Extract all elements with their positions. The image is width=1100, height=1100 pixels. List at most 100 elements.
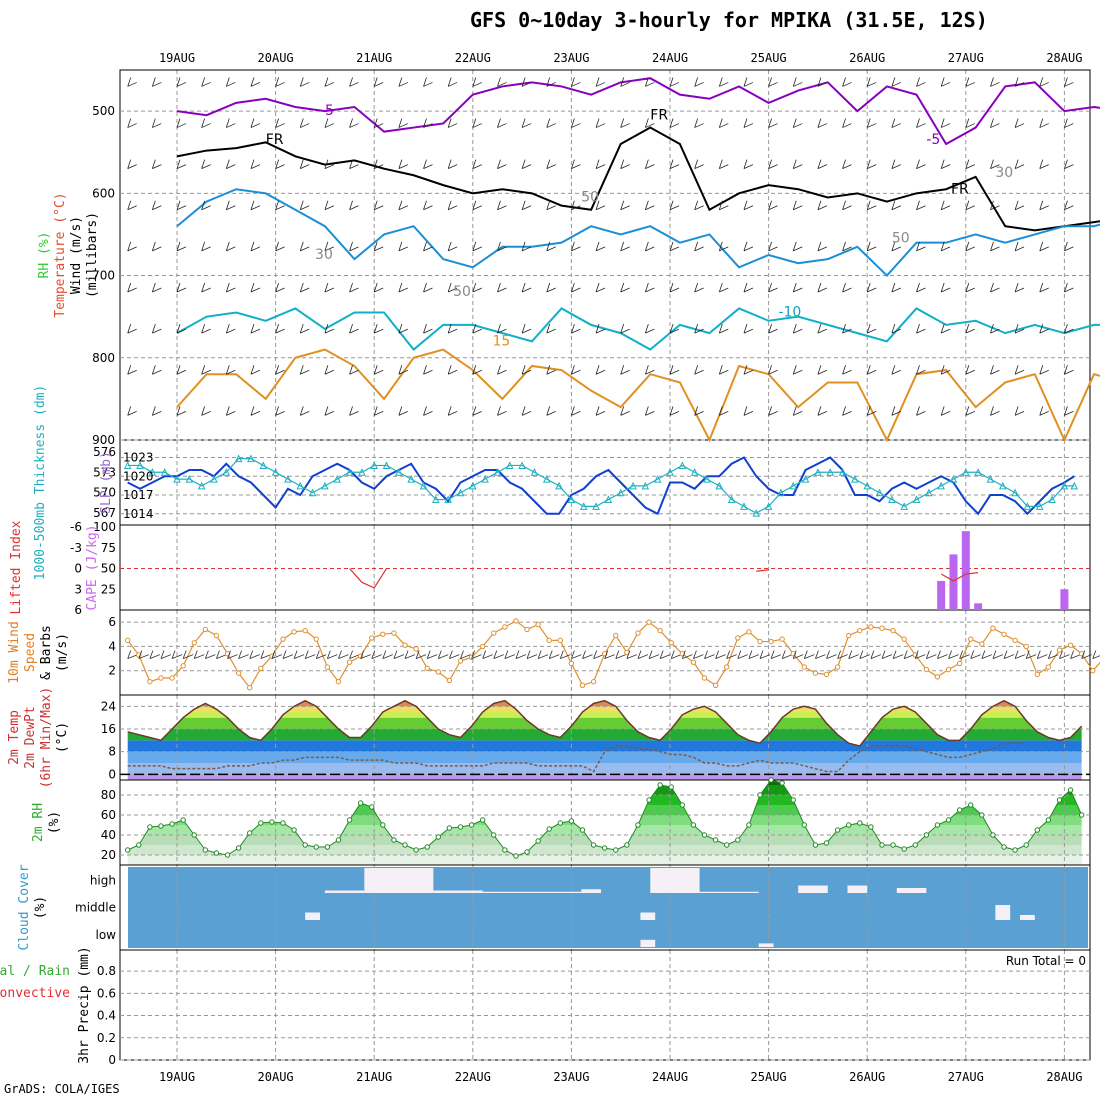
wind-barb [423,406,433,416]
cloud-patch [896,888,927,893]
date-label-top: 22AUG [455,51,491,65]
wind-barb [817,77,828,87]
wind-barb [151,365,162,375]
wind-speed-marker [435,669,441,675]
wind-barb [176,159,187,170]
wind-barb [916,241,926,252]
cape-bar [961,531,970,610]
wind-barb [1064,323,1074,334]
rh-marker [280,820,286,826]
wind-speed-marker [191,640,197,646]
surface-wind-barb [437,650,449,659]
rh-marker [191,832,197,838]
wind-barb [669,323,680,334]
rh-marker [457,824,464,830]
wind-barb [423,282,433,293]
wind-barb [423,159,433,170]
wind-barb [768,200,778,211]
wind-barb [447,159,458,170]
rh-marker [601,845,608,851]
wind-barb [349,406,359,416]
surface-wind-barb [393,650,405,659]
temp-band [127,740,1082,752]
precip-tick: 0.8 [97,964,116,978]
li-line [940,572,979,582]
wind-barb [250,406,261,416]
thickness-marker [666,468,674,476]
wind-speed-marker [302,627,308,634]
thickness-marker [234,454,243,463]
y-axis-label: (°C) [55,722,70,753]
date-label-bottom: 19AUG [159,1070,195,1084]
thickness-marker [1023,502,1032,510]
wind-barb [817,406,828,416]
wind-barb [497,365,507,375]
wind-barb [275,159,285,170]
cape-tick: 25 [101,582,116,596]
thickness-marker [197,481,206,490]
cloud-patch [364,868,434,893]
surface-wind-barb [160,650,172,659]
rh-marker [579,827,586,833]
date-label-bottom: 27AUG [948,1070,984,1084]
thickness-marker [518,461,526,469]
wind-speed-marker [291,629,297,635]
wind-barb [201,365,211,375]
thickness-marker [961,468,970,476]
surface-wind-barb [670,650,682,659]
dewpoint-line [127,742,1027,773]
temp-line [127,699,1083,747]
wind-speed-marker [579,682,586,688]
wind-speed-marker [524,626,530,633]
wind-barb [817,159,828,170]
wind-barb [447,200,458,211]
wind-barb [644,77,655,87]
cape-bar [974,603,983,610]
rh-marker [402,842,408,848]
wind-barb [990,365,1000,375]
contour-label: 30 [315,247,333,263]
wind-barb [940,241,951,252]
wind-barb [817,323,828,334]
thickness-marker [481,474,489,483]
wind-barb [620,406,630,416]
wind-barb [151,200,162,211]
wind-barb [916,323,926,334]
wind-barb [1014,200,1025,211]
thickness-marker [382,461,391,469]
wind-barb [447,365,458,375]
wind-barb [324,323,335,334]
wind-barb [546,365,556,375]
wind-barb [965,365,975,375]
wind-barb [916,77,926,87]
wind-barb [891,323,902,334]
rh-marker [357,800,364,806]
panel-upper-air [120,70,1090,440]
rh-marker [158,823,164,829]
wind-barb [151,159,162,170]
wind-barb [1039,365,1049,375]
rh-marker [435,834,441,840]
thickness-axis-label: 1000-500mb Thickness (dm) [33,385,48,581]
rh-marker [479,817,486,823]
thickness-marker [826,468,835,476]
rh-marker [901,846,907,852]
wind-barb [546,323,556,334]
wind-barb [571,159,581,170]
rh-marker [679,802,686,808]
wind-barb [201,282,211,293]
thickness-marker [222,468,231,476]
cloud-level-label: high [90,874,116,888]
wind-barb [866,365,877,375]
wind-speed-marker [158,675,164,681]
wind-barb [225,118,236,128]
wind-barb [447,118,458,128]
wind-barb [225,77,236,87]
wind-speed-marker [779,636,785,642]
thickness-marker [333,474,342,483]
date-label-bottom: 23AUG [553,1070,589,1084]
cloud-patch [640,912,656,920]
rh-marker [757,792,763,798]
wind-barb [571,282,581,293]
rh-marker [269,819,275,825]
